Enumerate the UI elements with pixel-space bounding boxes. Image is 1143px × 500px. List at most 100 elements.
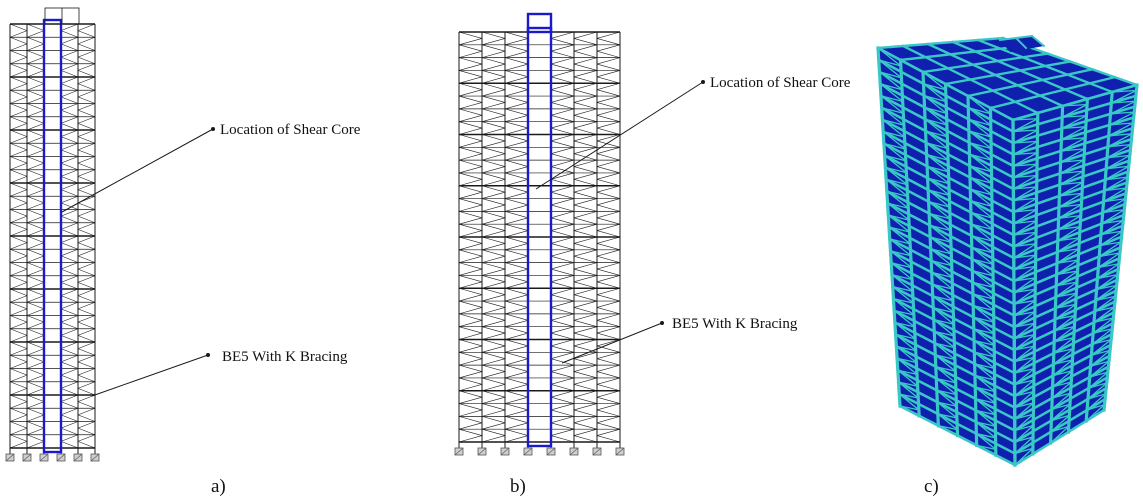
model-brace (925, 153, 950, 173)
model-brace (896, 357, 918, 376)
k-brace (504, 358, 529, 366)
model-floor-beam (1012, 224, 1125, 272)
k-brace (550, 319, 575, 327)
model-brace (894, 333, 917, 352)
model-brace (1012, 174, 1038, 190)
k-brace (481, 108, 506, 116)
model-brace (1053, 325, 1076, 332)
k-brace (458, 185, 483, 193)
model-brace (1014, 424, 1035, 432)
k-brace (504, 390, 529, 398)
model-roof-beam (926, 42, 1065, 108)
model-brace (974, 409, 997, 428)
model-brace (1055, 259, 1080, 276)
model-brace (967, 130, 993, 150)
k-brace (458, 50, 483, 58)
k-brace (458, 159, 483, 167)
k-brace (26, 394, 45, 402)
model-roof-beam (944, 60, 1072, 86)
model-brace (969, 211, 994, 231)
k-brace (9, 116, 28, 124)
k-brace (60, 149, 79, 157)
model-brace (922, 82, 948, 103)
model-brace (1051, 370, 1073, 388)
k-brace (9, 36, 28, 45)
k-brace (9, 341, 28, 349)
k-brace (596, 287, 621, 295)
3d-building-model (876, 34, 1139, 467)
model-floor-beam (1011, 191, 1128, 237)
model-brace (1060, 125, 1087, 141)
k-brace (481, 384, 506, 392)
k-brace (77, 401, 96, 409)
base-hatch (454, 447, 464, 456)
k-brace (481, 134, 506, 142)
k-brace (77, 335, 96, 343)
base-hatch (39, 453, 49, 462)
model-brace (935, 389, 958, 408)
model-brace (1055, 270, 1079, 287)
model-brace (893, 309, 916, 328)
model-brace (970, 223, 994, 242)
model-brace (1055, 270, 1079, 276)
k-brace (504, 409, 529, 417)
k-brace (596, 50, 621, 58)
k-brace (60, 123, 79, 131)
k-brace (481, 70, 506, 78)
k-brace (77, 288, 96, 296)
model-brace (895, 345, 918, 364)
model-brace (1105, 165, 1130, 170)
k-brace (458, 307, 483, 315)
shear-core-outline (42, 18, 63, 454)
k-brace (550, 345, 575, 353)
model-floor-beam (1011, 170, 1130, 214)
k-brace (596, 230, 621, 238)
k-brace (481, 57, 506, 65)
model-brace (1013, 288, 1037, 305)
model-brace (1012, 152, 1038, 156)
k-brace (481, 236, 506, 244)
model-brace (975, 421, 997, 439)
k-brace (9, 209, 28, 217)
model-brace (879, 83, 903, 91)
model-brace (1012, 220, 1037, 225)
k-brace (550, 371, 575, 379)
k-brace (77, 76, 96, 84)
model-brace (880, 106, 905, 127)
k-brace (573, 191, 598, 199)
model-brace (881, 118, 905, 127)
k-brace (77, 169, 96, 177)
k-brace (26, 414, 45, 422)
k-brace (26, 321, 45, 330)
model-brace (1101, 208, 1126, 214)
k-brace (596, 179, 621, 187)
k-brace (26, 401, 45, 409)
k-brace (458, 63, 483, 71)
model-brace (1093, 306, 1116, 324)
k-brace (458, 313, 483, 321)
caption-a: a) (211, 476, 226, 497)
k-brace (77, 361, 96, 369)
k-brace (60, 348, 79, 356)
k-brace (9, 222, 28, 230)
k-brace (481, 268, 506, 276)
k-brace (596, 339, 621, 347)
k-brace (26, 103, 45, 111)
model-brace (972, 316, 995, 335)
k-brace (481, 422, 506, 430)
model-brace (1054, 314, 1076, 321)
k-brace (60, 162, 79, 171)
model-brace (1013, 242, 1037, 248)
model-brace (931, 295, 954, 302)
k-brace (573, 121, 598, 129)
k-brace (9, 149, 28, 157)
model-brace (1098, 252, 1121, 258)
model-brace (1013, 299, 1036, 305)
model-brace (1094, 284, 1118, 302)
k-brace (458, 364, 483, 372)
k-brace (77, 427, 96, 436)
model-brace (929, 248, 953, 255)
k-brace (77, 176, 96, 184)
model-brace (928, 224, 952, 232)
model-brace (1104, 176, 1129, 181)
